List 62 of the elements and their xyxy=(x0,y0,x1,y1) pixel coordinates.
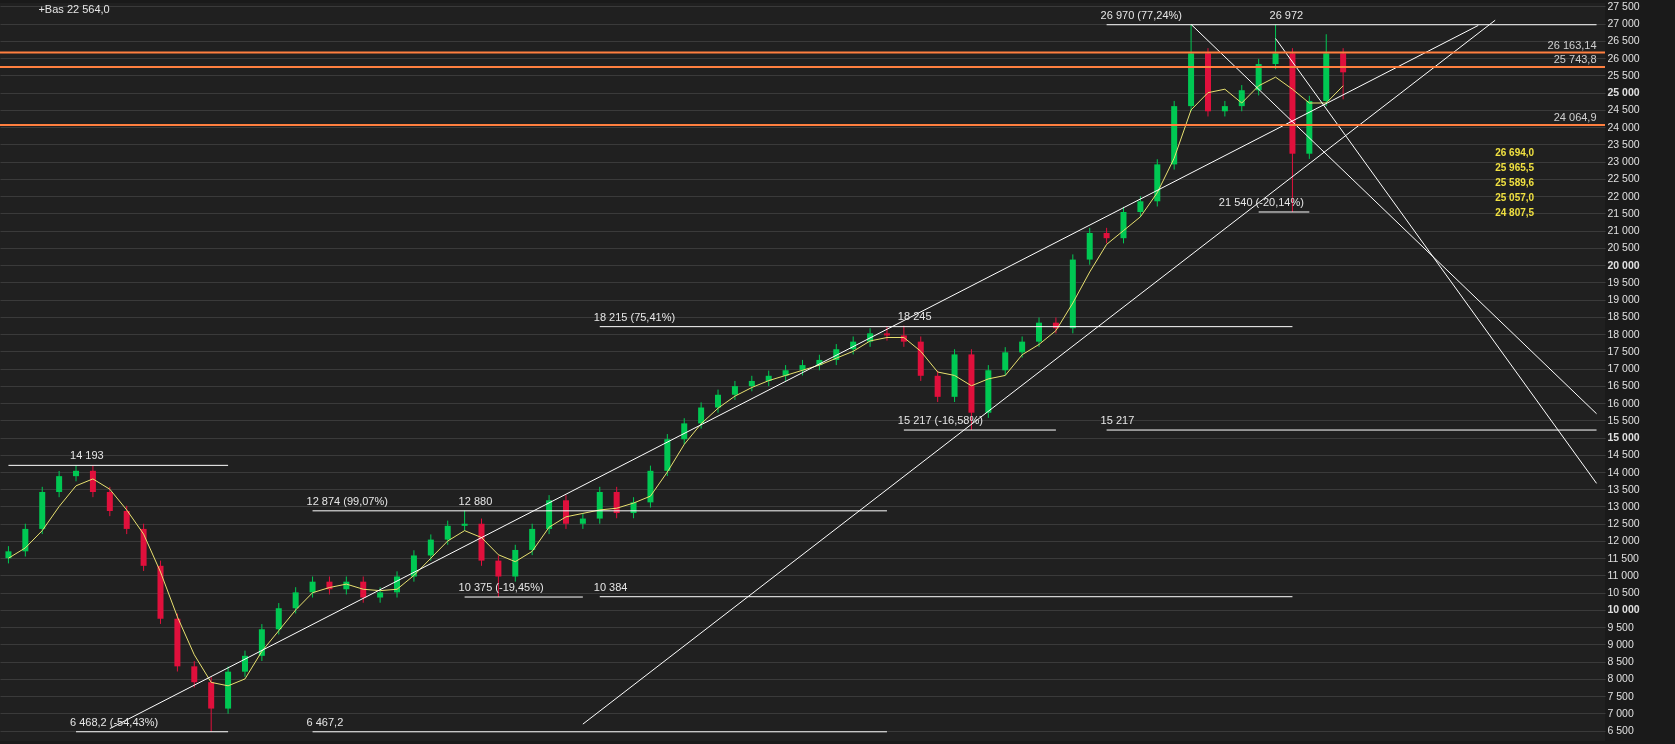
y-tick-label: 20 000 xyxy=(1607,258,1640,271)
chart-subtitle: +Bas 22 564,0 xyxy=(38,3,110,15)
y-tick-label: 9 000 xyxy=(1607,637,1634,650)
y-tick-label: 22 500 xyxy=(1607,172,1640,185)
y-tick-label: 11 500 xyxy=(1607,551,1639,564)
annotation: 12 880 xyxy=(458,494,493,507)
y-tick-label: 27 500 xyxy=(1607,0,1640,12)
annotation: 26 694,0 xyxy=(1495,147,1535,158)
y-tick-label: 14 500 xyxy=(1607,448,1640,461)
y-tick-label: 25 500 xyxy=(1607,68,1640,81)
y-tick-label: 16 500 xyxy=(1607,379,1640,392)
y-tick-label: 18 500 xyxy=(1607,310,1640,323)
y-tick-label: 21 000 xyxy=(1607,224,1640,237)
y-tick-label: 19 000 xyxy=(1607,293,1640,306)
ref-line-label: 24 064,9 xyxy=(1553,110,1597,123)
y-tick-label: 12 000 xyxy=(1607,534,1640,547)
y-tick-label: 25 000 xyxy=(1607,86,1640,99)
y-tick-label: 18 000 xyxy=(1607,327,1640,340)
y-tick-label: 17 000 xyxy=(1607,362,1640,375)
annotation: 10 384 xyxy=(593,580,628,593)
annotation: 14 193 xyxy=(70,449,104,462)
y-tick-label: 16 000 xyxy=(1607,396,1640,409)
y-tick-label: 14 000 xyxy=(1607,465,1640,478)
y-tick-label: 8 000 xyxy=(1607,672,1634,685)
y-tick-label: 9 500 xyxy=(1607,620,1634,633)
annotation: 6 467,2 xyxy=(306,715,344,728)
ref-line-label: 26 163,14 xyxy=(1547,38,1597,51)
y-tick-label: 10 500 xyxy=(1607,586,1640,599)
y-tick-label: 24 500 xyxy=(1607,103,1640,116)
y-tick-label: 21 500 xyxy=(1607,206,1640,219)
annotation: 25 057,0 xyxy=(1495,192,1535,203)
y-tick-label: 22 000 xyxy=(1607,189,1640,202)
annotation: 12 874 (99,07%) xyxy=(306,494,388,507)
y-tick-label: 12 500 xyxy=(1607,517,1640,530)
y-tick-label: 15 000 xyxy=(1607,431,1640,444)
annotation: 25 965,5 xyxy=(1495,162,1535,173)
y-tick-label: 15 500 xyxy=(1607,413,1640,426)
annotation: 26 972 xyxy=(1269,8,1304,21)
y-tick-label: 26 500 xyxy=(1607,34,1640,47)
y-tick-label: 10 000 xyxy=(1607,603,1640,616)
y-tick-label: 26 000 xyxy=(1607,51,1640,64)
y-tick-label: 23 500 xyxy=(1607,137,1640,150)
y-tick-label: 24 000 xyxy=(1607,120,1640,133)
y-tick-label: 27 000 xyxy=(1607,17,1640,30)
ref-line-label: 25 743,8 xyxy=(1553,53,1597,66)
y-tick-label: 7 000 xyxy=(1607,706,1634,719)
y-tick-label: 19 500 xyxy=(1607,275,1640,288)
annotation: 25 589,6 xyxy=(1495,177,1535,188)
annotation: 18 245 xyxy=(897,309,932,322)
y-tick-label: 7 500 xyxy=(1607,689,1634,702)
y-tick-label: 13 000 xyxy=(1607,500,1640,512)
y-tick-label: 20 500 xyxy=(1607,241,1640,254)
y-tick-label: 13 500 xyxy=(1607,482,1640,495)
annotation: 24 807,5 xyxy=(1495,207,1535,218)
annotation: 26 970 (77,24%) xyxy=(1100,8,1182,21)
y-tick-label: 8 500 xyxy=(1607,655,1634,668)
y-tick-label: 6 500 xyxy=(1607,724,1634,737)
annotation: 15 217 xyxy=(1100,414,1135,427)
y-tick-label: 17 500 xyxy=(1607,344,1640,357)
y-tick-label: 11 000 xyxy=(1607,568,1639,581)
annotation: 18 215 (75,41%) xyxy=(593,310,676,323)
y-tick-label: 23 000 xyxy=(1607,155,1640,168)
